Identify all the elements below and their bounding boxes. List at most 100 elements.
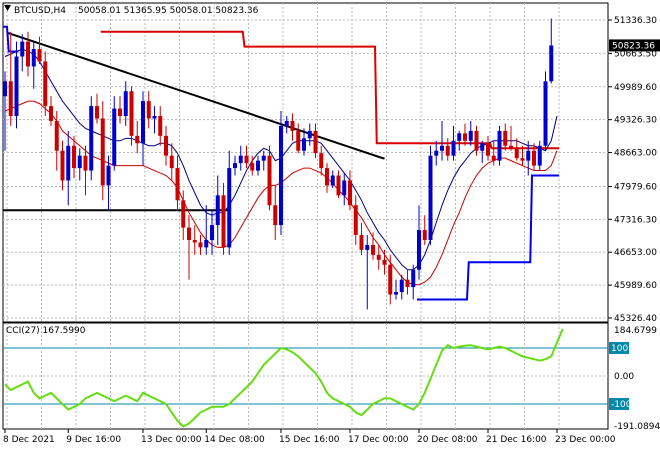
candle-body bbox=[37, 49, 42, 62]
candle-body bbox=[77, 155, 82, 169]
candle bbox=[221, 182, 226, 255]
candle-body bbox=[491, 155, 496, 161]
candle bbox=[411, 264, 416, 300]
candle bbox=[95, 93, 99, 124]
candle bbox=[123, 81, 128, 126]
candle-body bbox=[307, 130, 312, 139]
candle-body bbox=[215, 195, 220, 226]
candle-body bbox=[152, 116, 157, 119]
candle-body bbox=[382, 259, 387, 265]
candle bbox=[405, 269, 410, 295]
candle bbox=[72, 135, 76, 178]
candle-body bbox=[129, 91, 134, 136]
time-tick-label: 13 Dec 00:00 bbox=[141, 435, 202, 445]
candle bbox=[279, 111, 283, 236]
candle-body bbox=[123, 91, 128, 117]
candle bbox=[394, 279, 398, 300]
candle bbox=[296, 123, 301, 154]
stop-line-red bbox=[100, 30, 559, 150]
candle-body bbox=[135, 135, 140, 144]
candle bbox=[238, 145, 243, 171]
candle-body bbox=[532, 150, 536, 166]
candle bbox=[31, 41, 36, 89]
candle bbox=[152, 106, 157, 134]
candle-body bbox=[296, 130, 301, 151]
candle-body bbox=[405, 279, 410, 288]
candle bbox=[434, 140, 439, 166]
candle-body bbox=[60, 150, 65, 181]
candle-body bbox=[503, 130, 508, 146]
candle bbox=[382, 249, 387, 275]
candle bbox=[480, 140, 485, 164]
candle bbox=[37, 36, 42, 64]
current-price-tag bbox=[609, 39, 660, 52]
candle bbox=[388, 254, 393, 305]
candle-body bbox=[336, 175, 341, 196]
candles bbox=[3, 18, 554, 310]
candle bbox=[514, 138, 519, 161]
candle bbox=[457, 130, 462, 151]
time-tick-label: 23 Dec 00:00 bbox=[555, 435, 616, 445]
cci-level-tag-label: -100 bbox=[611, 400, 632, 410]
candle bbox=[192, 225, 197, 255]
candle bbox=[256, 155, 260, 176]
cci-axis: 184.6799 100 0.00 -100 -191.0894 bbox=[609, 326, 660, 432]
candle-body bbox=[440, 145, 444, 151]
time-tick-label: 21 Dec 16:00 bbox=[486, 435, 547, 445]
ohlc-readout: 50058.01 51365.95 50058.01 50823.36 bbox=[78, 6, 259, 16]
candle bbox=[313, 123, 318, 159]
price-tick-label: 47316.30 bbox=[614, 215, 657, 225]
candle bbox=[112, 96, 117, 171]
candle-body bbox=[227, 168, 232, 248]
candle bbox=[445, 138, 450, 161]
candle bbox=[146, 91, 151, 129]
time-tick-label: 15 Dec 16:00 bbox=[279, 435, 340, 445]
candle bbox=[284, 116, 289, 134]
candle-body bbox=[451, 140, 456, 156]
candle bbox=[77, 148, 82, 181]
candle-body bbox=[537, 145, 542, 166]
candle-body bbox=[158, 116, 163, 136]
candle-body bbox=[509, 145, 513, 149]
candle-body bbox=[3, 81, 7, 97]
candle-body bbox=[463, 133, 467, 141]
collapse-triangle-icon[interactable] bbox=[4, 5, 11, 11]
candle-body bbox=[20, 41, 25, 57]
candle bbox=[549, 18, 554, 84]
candle-body bbox=[8, 81, 13, 117]
candle bbox=[399, 274, 404, 300]
candle-body bbox=[486, 143, 490, 156]
candle bbox=[60, 140, 65, 191]
time-tick-label: 20 Dec 08:00 bbox=[417, 435, 478, 445]
candle bbox=[118, 96, 122, 124]
candle-body bbox=[526, 150, 531, 161]
candle-body bbox=[468, 130, 473, 141]
candle bbox=[175, 155, 180, 211]
candle-body bbox=[376, 254, 381, 260]
time-tick-label: 14 Dec 08:00 bbox=[204, 435, 265, 445]
candle-body bbox=[72, 145, 76, 169]
candle bbox=[135, 120, 140, 154]
candle-body bbox=[348, 180, 352, 206]
candle-body bbox=[457, 133, 462, 141]
time-tick-label: 17 Dec 00:00 bbox=[348, 435, 409, 445]
candle-body bbox=[480, 143, 485, 151]
candle bbox=[307, 123, 312, 146]
candle bbox=[66, 130, 71, 206]
candle bbox=[215, 175, 220, 245]
candle bbox=[440, 120, 444, 161]
candle bbox=[468, 120, 473, 146]
price-axis: 51336.30 50663.50 49989.60 49326.30 48663.00… bbox=[608, 16, 660, 324]
candle-body bbox=[106, 165, 111, 186]
candle-body bbox=[273, 205, 278, 226]
candle-body bbox=[146, 101, 151, 119]
candle bbox=[348, 170, 352, 211]
candle bbox=[463, 123, 467, 146]
candle-body bbox=[371, 244, 375, 255]
candle-body bbox=[250, 163, 255, 171]
candle bbox=[164, 125, 168, 166]
time-axis: 8 Dec 2021 9 Dec 16:00 13 Dec 00:00 14 Dec … bbox=[3, 429, 616, 445]
candle-body bbox=[290, 120, 295, 131]
candle bbox=[54, 111, 59, 171]
